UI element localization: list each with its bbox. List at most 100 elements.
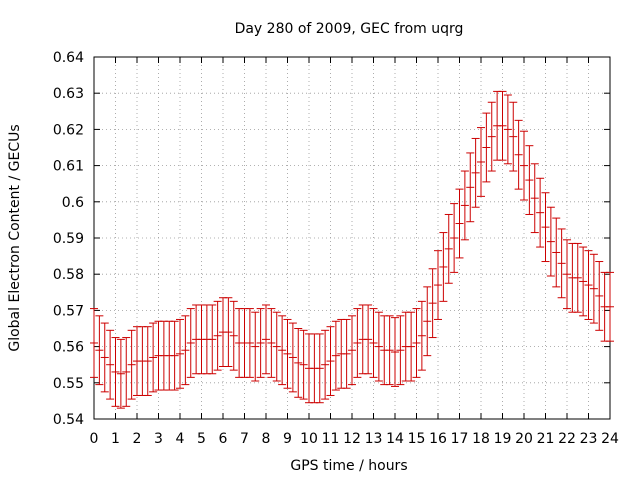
error-bar-point — [353, 308, 362, 378]
error-bar-point — [224, 297, 233, 368]
y-axis-label: Global Electron Content / GECUs — [7, 124, 23, 351]
error-bar-point — [439, 232, 448, 302]
x-tick-label: 10 — [300, 431, 318, 447]
y-tick-label: 0.55 — [53, 376, 84, 392]
x-tick-label: 0 — [90, 431, 99, 447]
chart-title: Day 280 of 2009, GEC from uqrg — [235, 21, 464, 37]
error-bar-point — [348, 315, 356, 386]
y-tick-label: 0.56 — [53, 340, 84, 356]
error-bar-point — [315, 333, 324, 404]
axis-ticks: 0 1 2 3 4 5 6 7 8 9 10 11 12 13 14 15 16 17 18 19 20 21 22 23 24… — [53, 50, 619, 447]
error-bar-point — [396, 315, 405, 386]
error-bar-point — [100, 322, 109, 393]
error-bar-point — [208, 304, 217, 375]
error-bar-point — [116, 338, 125, 409]
error-bar-point — [262, 304, 270, 375]
y-tick-label: 0.63 — [53, 86, 84, 102]
y-tick-label: 0.59 — [53, 231, 84, 247]
error-bar-point — [364, 304, 373, 375]
x-tick-label: 19 — [494, 431, 512, 447]
error-bar-point — [498, 90, 507, 161]
error-bar-point — [90, 308, 98, 378]
x-tick-label: 7 — [240, 431, 249, 447]
error-bar-point — [455, 188, 464, 259]
y-tick-label: 0.61 — [53, 159, 84, 175]
error-bar-point — [374, 311, 383, 382]
error-bar-point — [181, 315, 190, 386]
error-bar-point — [267, 308, 276, 378]
error-bar-point — [530, 163, 539, 234]
x-tick-label: 20 — [515, 431, 533, 447]
error-bar-point — [503, 94, 512, 165]
error-bar-point — [557, 228, 566, 299]
error-bar-point — [326, 326, 335, 396]
y-tick-label: 0.54 — [53, 412, 84, 428]
x-tick-label: 13 — [365, 431, 383, 447]
error-bar-point — [579, 246, 588, 317]
x-tick-label: 5 — [197, 431, 206, 447]
y-tick-label: 0.6 — [62, 195, 84, 211]
error-bar-point — [391, 317, 399, 387]
error-bar-point — [595, 261, 604, 331]
error-bar-point — [466, 152, 475, 223]
error-bar-point — [385, 315, 394, 386]
error-bar-point — [407, 311, 416, 382]
error-bar-point — [444, 213, 453, 284]
y-tick-label: 0.57 — [53, 303, 84, 319]
error-bar-point — [514, 119, 523, 190]
error-bar-point — [245, 308, 254, 378]
error-bar-point — [589, 253, 598, 324]
error-bar-point — [288, 322, 297, 393]
error-bar-point — [213, 300, 222, 371]
error-bar-point — [563, 239, 571, 310]
x-tick-label: 8 — [262, 431, 271, 447]
error-bar-point — [143, 326, 152, 396]
error-bar-point — [460, 170, 469, 241]
error-bar-point — [369, 308, 378, 378]
error-bar-point — [482, 112, 491, 183]
error-bar-point — [525, 145, 534, 215]
error-bar-point — [552, 217, 561, 288]
error-bar-point — [278, 315, 287, 386]
x-tick-label: 24 — [601, 431, 619, 447]
error-bar-point — [471, 137, 480, 208]
x-tick-label: 11 — [322, 431, 340, 447]
error-bar-point — [95, 315, 104, 386]
error-bar-point — [546, 206, 555, 277]
error-bar-point — [417, 300, 426, 371]
x-tick-label: 16 — [429, 431, 447, 447]
y-tick-label: 0.58 — [53, 267, 84, 283]
x-tick-label: 18 — [472, 431, 490, 447]
error-bar-point — [541, 192, 550, 263]
error-bar-point — [573, 242, 582, 313]
error-bar-point — [584, 250, 593, 320]
error-bar-point — [256, 308, 265, 378]
x-tick-label: 14 — [386, 431, 404, 447]
error-bar-point — [106, 329, 115, 400]
y-tick-label: 0.64 — [53, 50, 84, 66]
error-bar-point — [111, 337, 120, 407]
x-tick-label: 12 — [343, 431, 361, 447]
x-tick-label: 21 — [537, 431, 555, 447]
error-bar-point — [251, 311, 260, 382]
x-tick-label: 9 — [283, 431, 292, 447]
error-bar-point — [321, 329, 330, 400]
x-tick-label: 2 — [133, 431, 142, 447]
error-bar-point — [149, 322, 158, 393]
error-bar-point — [450, 203, 459, 273]
error-bar-point — [487, 101, 496, 172]
error-bar-point — [176, 318, 184, 389]
error-bar-point — [412, 308, 421, 378]
error-bar-point — [294, 328, 303, 398]
x-tick-label: 22 — [558, 431, 576, 447]
x-tick-label: 23 — [580, 431, 598, 447]
error-bar-point — [283, 318, 292, 389]
error-bar-point — [170, 320, 179, 391]
error-bar-point — [423, 286, 432, 357]
error-bar-point — [520, 130, 528, 201]
error-bar-point — [186, 308, 195, 378]
x-tick-label: 3 — [154, 431, 163, 447]
error-bar-point — [536, 177, 545, 248]
series-gec — [90, 90, 614, 409]
